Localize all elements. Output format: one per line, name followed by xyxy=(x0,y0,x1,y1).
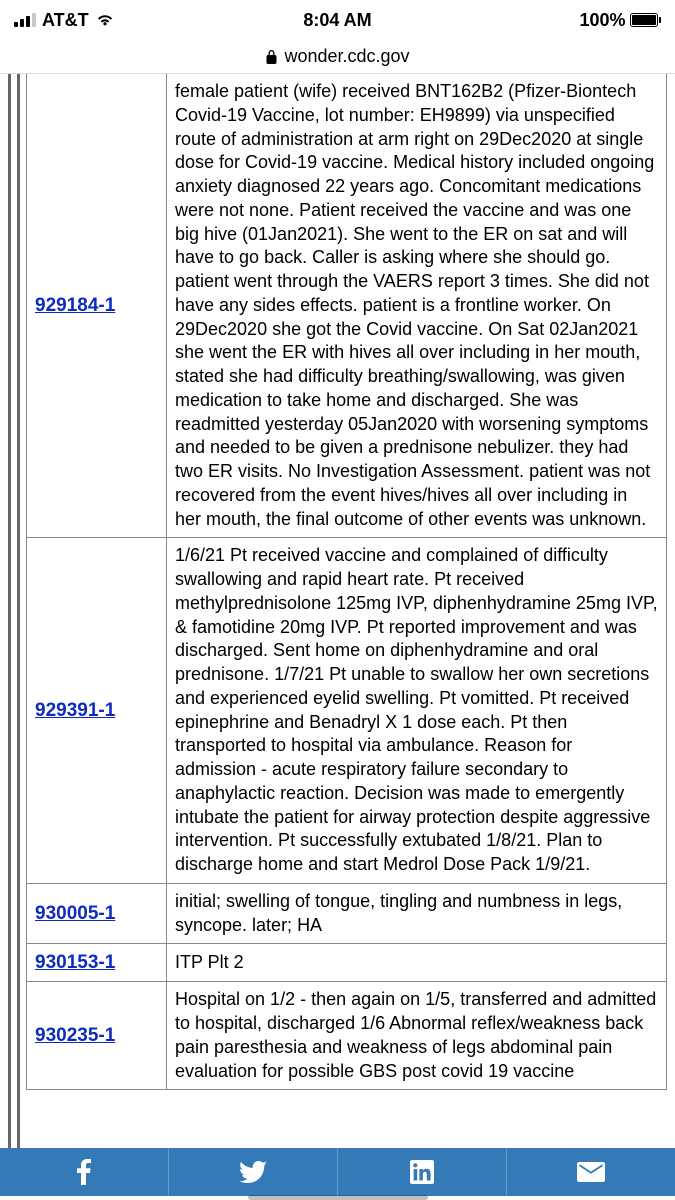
share-facebook[interactable] xyxy=(0,1148,169,1196)
description-cell: ITP Plt 2 xyxy=(167,944,667,982)
id-cell: 930235-1 xyxy=(27,982,167,1090)
id-cell: 930153-1 xyxy=(27,944,167,982)
id-cell: 929184-1 xyxy=(27,74,167,538)
report-id-link[interactable]: 930235-1 xyxy=(35,1025,115,1046)
home-indicator xyxy=(248,1195,428,1200)
url-bar[interactable]: wonder.cdc.gov xyxy=(0,40,675,74)
twitter-icon xyxy=(239,1161,267,1183)
report-id-link[interactable]: 930005-1 xyxy=(35,903,115,924)
share-twitter[interactable] xyxy=(169,1148,338,1196)
carrier-label: AT&T xyxy=(42,10,89,31)
share-linkedin[interactable] xyxy=(338,1148,507,1196)
share-email[interactable] xyxy=(507,1148,675,1196)
description-cell: female patient (wife) received BNT162B2 … xyxy=(167,74,667,538)
battery-icon xyxy=(630,13,662,27)
report-id-link[interactable]: 929391-1 xyxy=(35,700,115,721)
table-row: 929391-1 1/6/21 Pt received vaccine and c… xyxy=(27,538,667,884)
linkedin-icon xyxy=(410,1160,434,1184)
status-left: AT&T xyxy=(14,10,115,31)
table-row: 930153-1 ITP Plt 2 xyxy=(27,944,667,982)
wifi-icon xyxy=(95,13,115,27)
status-right: 100% xyxy=(579,10,661,31)
url-text: wonder.cdc.gov xyxy=(284,46,409,67)
description-cell: Hospital on 1/2 - then again on 1/5, tra… xyxy=(167,982,667,1090)
lock-icon xyxy=(265,49,278,65)
id-cell: 930005-1 xyxy=(27,883,167,944)
table-row: 930005-1 initial; swelling of tongue, tin… xyxy=(27,883,667,944)
id-cell: 929391-1 xyxy=(27,538,167,884)
table-row: 929184-1 female patient (wife) received B… xyxy=(27,74,667,538)
email-icon xyxy=(577,1162,605,1182)
page-content: 929184-1 female patient (wife) received B… xyxy=(0,74,675,1148)
description-cell: initial; swelling of tongue, tingling an… xyxy=(167,883,667,944)
battery-pct: 100% xyxy=(579,10,625,31)
report-id-link[interactable]: 929184-1 xyxy=(35,295,115,316)
results-table: 929184-1 female patient (wife) received B… xyxy=(26,74,667,1090)
status-bar: AT&T 8:04 AM 100% xyxy=(0,0,675,40)
share-bar xyxy=(0,1148,675,1196)
description-cell: 1/6/21 Pt received vaccine and complaine… xyxy=(167,538,667,884)
table-row: 930235-1 Hospital on 1/2 - then again on … xyxy=(27,982,667,1090)
facebook-icon xyxy=(77,1159,91,1185)
signal-icon xyxy=(14,13,36,27)
report-id-link[interactable]: 930153-1 xyxy=(35,952,115,973)
